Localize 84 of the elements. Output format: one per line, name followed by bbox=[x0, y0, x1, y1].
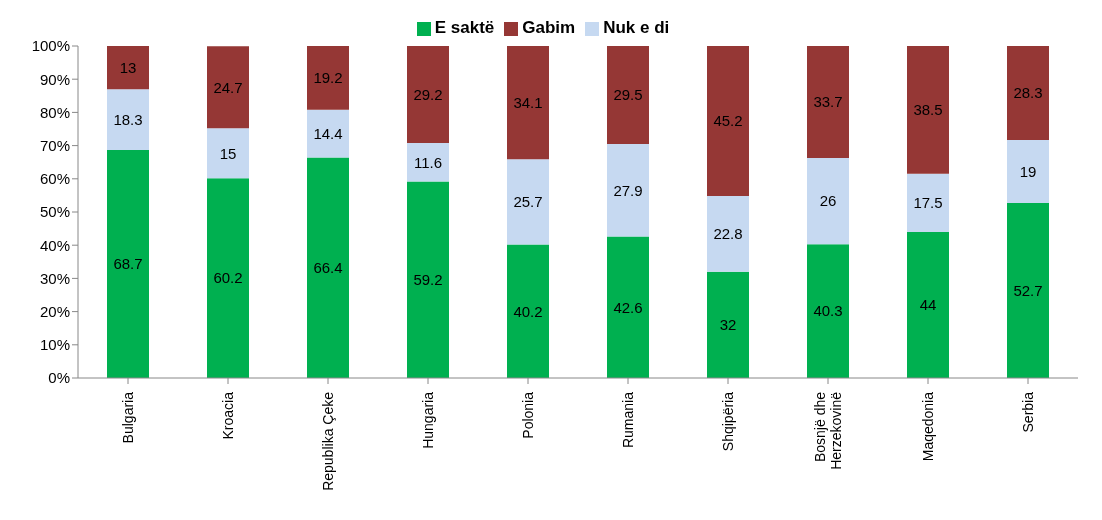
bar bbox=[607, 236, 649, 378]
bar bbox=[207, 178, 249, 378]
bar bbox=[507, 244, 549, 378]
y-tick-label: 0% bbox=[48, 369, 70, 387]
data-label: 24.7 bbox=[213, 78, 243, 96]
bar bbox=[407, 181, 449, 378]
data-label: 13 bbox=[119, 58, 137, 76]
data-label: 45.2 bbox=[713, 112, 743, 130]
bar bbox=[707, 271, 749, 378]
data-label: 17.5 bbox=[913, 194, 943, 212]
bar bbox=[807, 244, 849, 378]
bar bbox=[207, 46, 249, 129]
y-tick-label: 90% bbox=[39, 70, 70, 88]
data-label: 42.6 bbox=[613, 298, 643, 316]
y-tick-label: 30% bbox=[39, 269, 70, 287]
y-tick-label: 70% bbox=[39, 136, 70, 154]
data-label: 60.2 bbox=[213, 269, 243, 287]
data-label: 14.4 bbox=[313, 124, 343, 142]
bar bbox=[207, 128, 249, 179]
data-label: 28.3 bbox=[1013, 84, 1043, 102]
bar bbox=[307, 109, 349, 158]
x-tick-label: Hungaria bbox=[420, 391, 436, 449]
data-label: 38.5 bbox=[913, 101, 943, 119]
data-label: 29.2 bbox=[413, 85, 443, 103]
data-label: 25.7 bbox=[513, 193, 543, 211]
data-label: 32 bbox=[719, 316, 737, 334]
data-label: 33.7 bbox=[813, 93, 843, 111]
bar bbox=[907, 231, 949, 378]
legend-label: Nuk e di bbox=[603, 18, 670, 37]
bar bbox=[107, 46, 149, 90]
data-label: 40.2 bbox=[513, 302, 543, 320]
bar bbox=[1007, 139, 1049, 204]
x-tick-label: Maqedonia bbox=[920, 391, 936, 462]
bar bbox=[307, 46, 349, 110]
data-label: 52.7 bbox=[1013, 281, 1043, 299]
data-label: 19 bbox=[1019, 162, 1037, 180]
x-tick-label: Shqipëria bbox=[720, 391, 736, 452]
y-tick-label: 100% bbox=[31, 37, 70, 55]
x-tick-label: Republika Çeke bbox=[320, 391, 336, 491]
data-label: 26 bbox=[819, 192, 837, 210]
legend-label: E saktë bbox=[434, 18, 495, 37]
data-label: 66.4 bbox=[313, 259, 343, 277]
bar bbox=[907, 173, 949, 232]
bar bbox=[707, 46, 749, 197]
data-label: 68.7 bbox=[113, 255, 143, 273]
data-label: 40.3 bbox=[813, 302, 843, 320]
data-label: 59.2 bbox=[413, 271, 443, 289]
bar bbox=[507, 159, 549, 245]
y-tick-label: 20% bbox=[39, 302, 70, 320]
y-tick-label: 50% bbox=[39, 203, 70, 221]
y-tick-label: 40% bbox=[39, 236, 70, 254]
bar bbox=[307, 157, 349, 378]
data-label: 22.8 bbox=[713, 225, 743, 243]
bar bbox=[507, 46, 549, 160]
data-label: 44 bbox=[919, 296, 937, 314]
bar bbox=[607, 143, 649, 237]
x-tick-label: Rumania bbox=[620, 391, 636, 449]
legend-label: Gabim bbox=[522, 18, 576, 37]
bar bbox=[107, 89, 149, 150]
bar bbox=[1007, 203, 1049, 378]
y-tick-label: 10% bbox=[39, 336, 70, 354]
bar bbox=[107, 149, 149, 378]
x-tick-label: Polonia bbox=[520, 391, 536, 439]
bar bbox=[807, 157, 849, 245]
bar bbox=[407, 46, 449, 143]
y-tick-label: 60% bbox=[39, 170, 70, 188]
data-label: 15 bbox=[219, 144, 237, 162]
x-tick-label: Serbia bbox=[1020, 391, 1036, 433]
bar bbox=[607, 46, 649, 144]
data-label: 34.1 bbox=[513, 93, 543, 111]
bar bbox=[707, 196, 749, 272]
x-tick-label: Bosnjë dhe Herzekovinë bbox=[812, 391, 844, 470]
bar bbox=[807, 46, 849, 158]
data-label: 18.3 bbox=[113, 110, 143, 128]
data-label: 27.9 bbox=[613, 181, 643, 199]
data-label: 29.5 bbox=[613, 86, 643, 104]
y-tick-label: 80% bbox=[39, 103, 70, 121]
x-tick-label: Kroacia bbox=[220, 391, 236, 440]
data-label: 11.6 bbox=[413, 153, 443, 171]
data-label: 19.2 bbox=[313, 69, 343, 87]
bar bbox=[407, 142, 449, 182]
x-tick-label: Bulgaria bbox=[120, 391, 136, 444]
bar bbox=[1007, 46, 1049, 140]
bar bbox=[907, 46, 949, 174]
